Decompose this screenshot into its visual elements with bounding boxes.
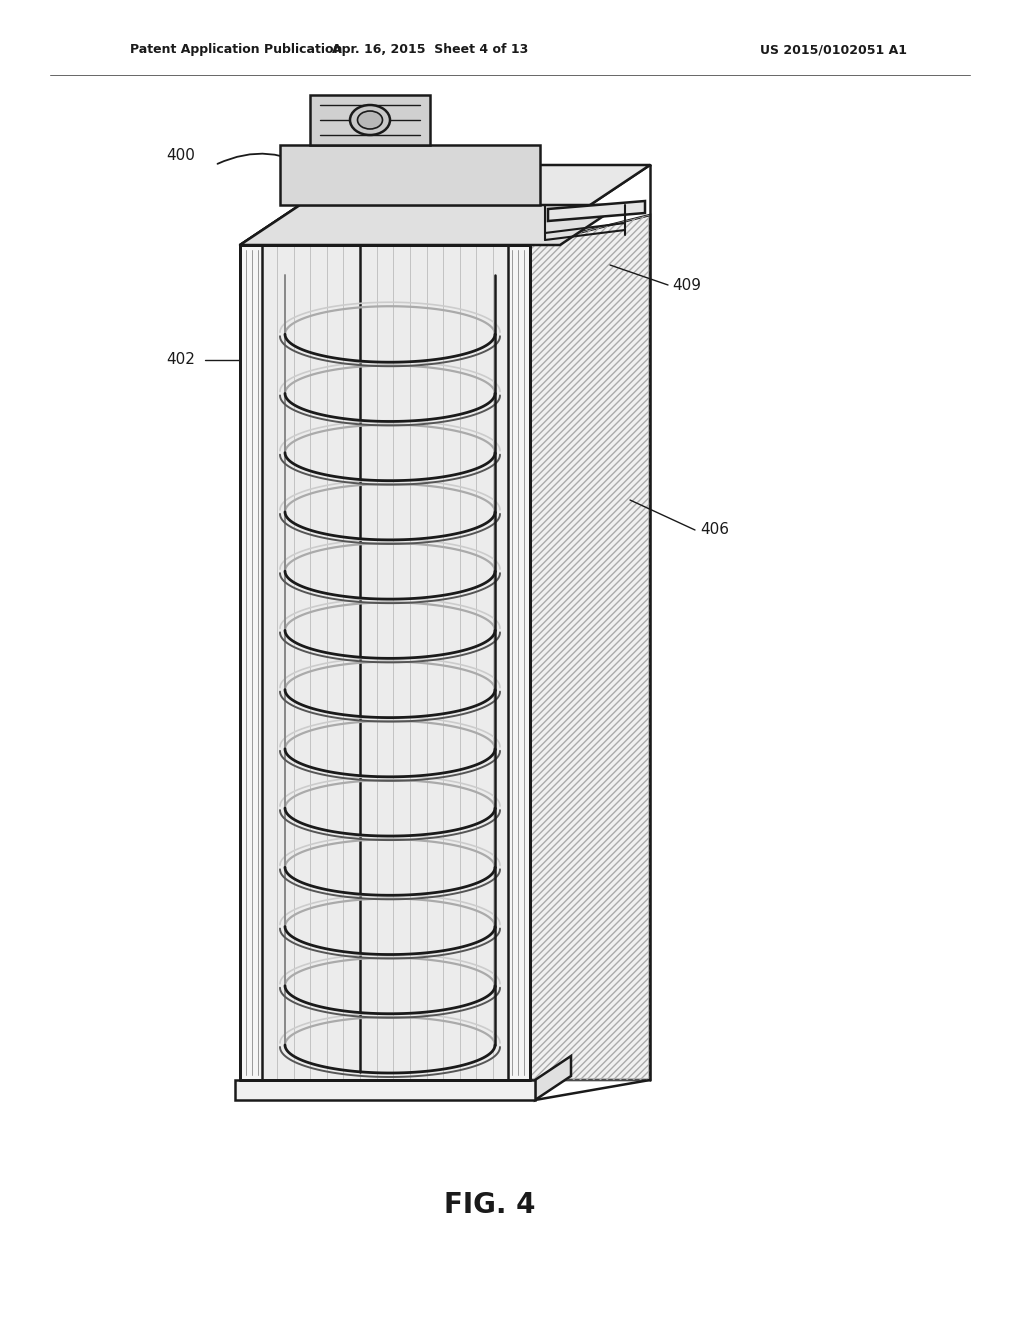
Ellipse shape [350,106,390,135]
Polygon shape [240,205,620,246]
Text: Apr. 16, 2015  Sheet 4 of 13: Apr. 16, 2015 Sheet 4 of 13 [332,44,528,57]
Ellipse shape [357,111,383,129]
Polygon shape [548,201,645,220]
Polygon shape [240,246,262,1080]
Polygon shape [535,1056,571,1100]
Text: 400: 400 [166,148,195,162]
Polygon shape [530,215,650,1080]
Text: 402: 402 [166,352,195,367]
Text: FIG. 4: FIG. 4 [444,1191,536,1218]
Text: 406: 406 [700,523,729,537]
Polygon shape [310,95,430,145]
Text: Patent Application Publication: Patent Application Publication [130,44,342,57]
Text: 409: 409 [672,277,701,293]
Polygon shape [508,246,530,1080]
Polygon shape [234,1080,535,1100]
Polygon shape [240,165,650,246]
Text: US 2015/0102051 A1: US 2015/0102051 A1 [760,44,907,57]
Polygon shape [280,145,540,205]
Polygon shape [262,246,508,1080]
